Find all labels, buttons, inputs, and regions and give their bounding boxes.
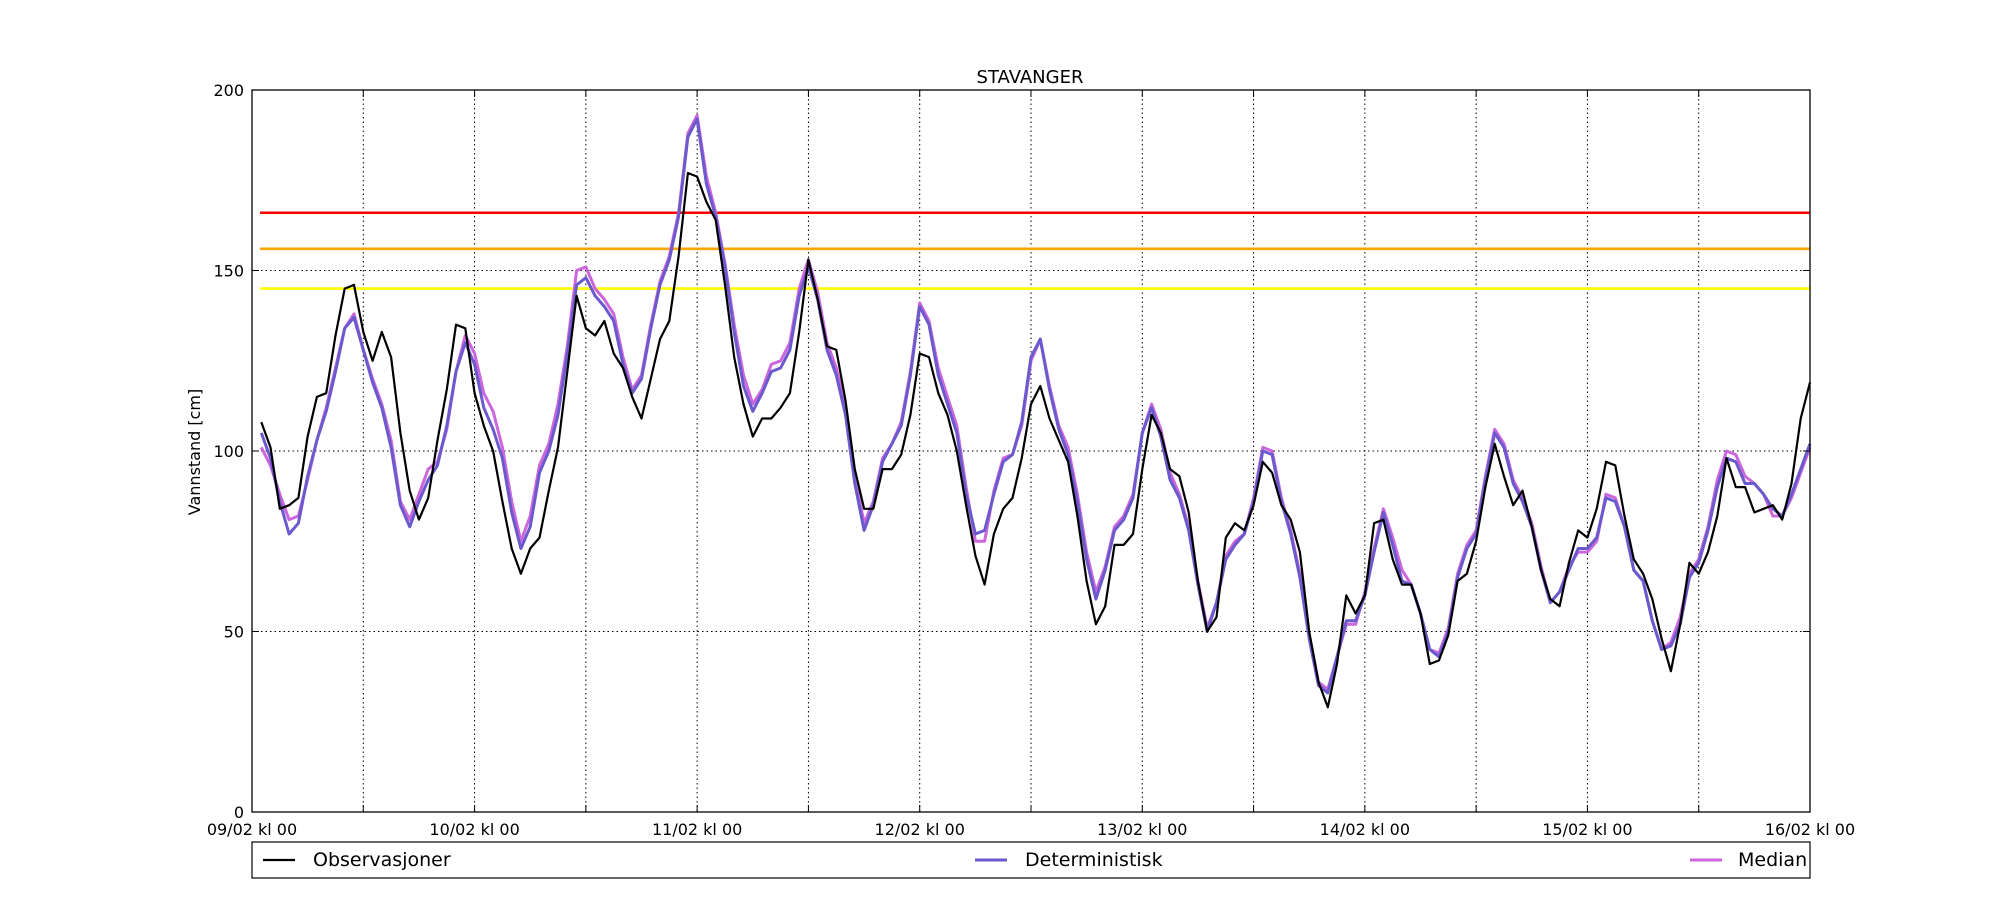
legend-items: Observasjoner Deterministisk Median <box>263 849 1807 871</box>
legend-label: Median <box>1738 849 1807 871</box>
legend: Observasjoner Deterministisk Median <box>251 841 1811 879</box>
y-tick-label: 50 <box>224 623 244 642</box>
chart-title: STAVANGER <box>977 67 1084 88</box>
axis-ticks: 0 50 100 150 200 09/02 kl 00 10/02 kl 00 11/02 … <box>207 81 1855 839</box>
x-tick-label: 11/02 kl 00 <box>652 820 742 839</box>
y-tick-label: 150 <box>213 262 244 281</box>
y-axis-label: Vannstand [cm] <box>185 389 204 515</box>
series-layer <box>259 113 1812 709</box>
legend-label: Observasjoner <box>313 849 451 871</box>
series-line-observasjoner <box>260 171 1812 709</box>
x-tick-label: 09/02 kl 00 <box>207 820 297 839</box>
series-line-deterministisk <box>259 117 1812 695</box>
y-tick-label: 100 <box>213 442 244 461</box>
legend-frame <box>251 841 1811 879</box>
x-tick-label: 12/02 kl 00 <box>875 820 965 839</box>
x-tick-label: 14/02 kl 00 <box>1320 820 1410 839</box>
x-tick-label: 16/02 kl 00 <box>1765 820 1855 839</box>
legend-label: Deterministisk <box>1025 849 1163 871</box>
y-tick-label: 200 <box>213 81 244 100</box>
threshold-lines <box>260 211 1810 290</box>
y-tick-label: 0 <box>234 803 244 822</box>
series-line-median <box>259 113 1812 691</box>
x-tick-label: 13/02 kl 00 <box>1097 820 1187 839</box>
x-tick-label: 10/02 kl 00 <box>429 820 519 839</box>
x-tick-label: 15/02 kl 00 <box>1542 820 1632 839</box>
grid-layer <box>252 90 1810 812</box>
